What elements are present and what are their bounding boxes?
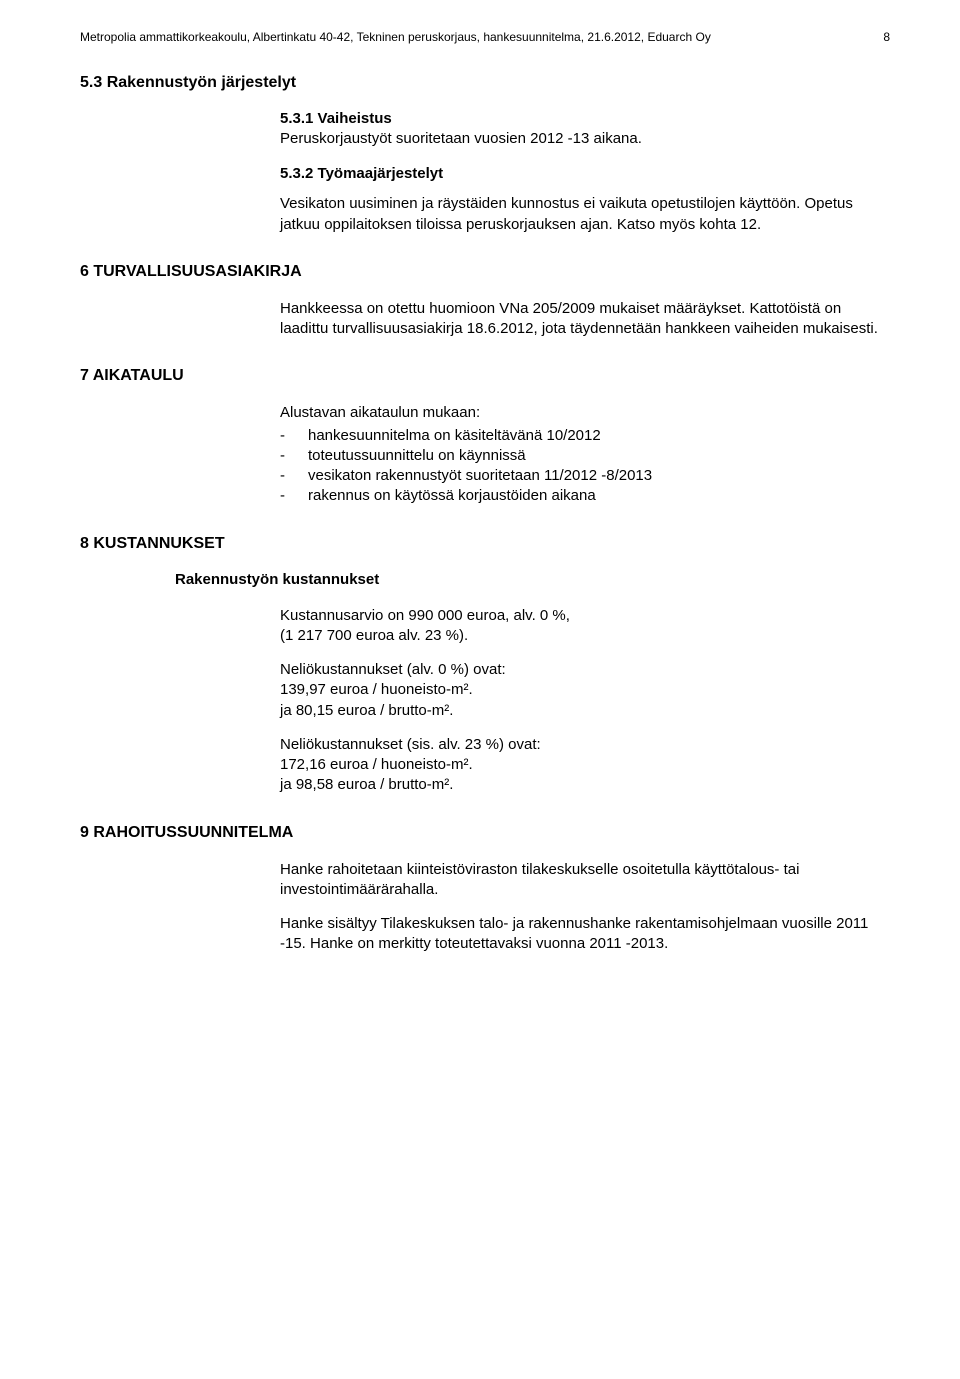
section-6-title: 6 TURVALLISUUSASIAKIRJA — [80, 263, 890, 281]
section-7-body: Alustavan aikataulun mukaan: hankesuunni… — [280, 403, 890, 506]
text: 139,97 euroa / huoneisto-m². — [280, 681, 473, 698]
list-item: vesikaton rakennustyöt suoritetaan 11/20… — [280, 466, 890, 486]
section-9-p2: Hanke sisältyy Tilakeskuksen talo- ja ra… — [280, 914, 890, 955]
section-8-p2: Neliökustannukset (alv. 0 %) ovat: 139,9… — [280, 660, 890, 721]
section-5-3-2-text: Vesikaton uusiminen ja räystäiden kunnos… — [280, 194, 890, 235]
header-text: Metropolia ammattikorkeakoulu, Albertink… — [80, 30, 711, 44]
section-9-title: 9 RAHOITUSSUUNNITELMA — [80, 824, 890, 842]
section-8-subtitle: Rakennustyön kustannukset — [175, 571, 890, 588]
section-5-3-1: 5.3.1 Vaiheistus Peruskorjaustyöt suorit… — [280, 110, 890, 149]
section-9-body: Hanke rahoitetaan kiinteistöviraston til… — [280, 860, 890, 955]
page-number: 8 — [883, 30, 890, 44]
section-7-title: 7 AIKATAULU — [80, 367, 890, 385]
section-5-3-title: 5.3 Rakennustyön järjestelyt — [80, 74, 890, 92]
section-9-p1: Hanke rahoitetaan kiinteistöviraston til… — [280, 860, 890, 901]
section-8-title: 8 KUSTANNUKSET — [80, 535, 890, 553]
text: ja 98,58 euroa / brutto-m². — [280, 776, 453, 793]
text: (1 217 700 euroa alv. 23 %). — [280, 627, 468, 644]
section-5-3-2-title: 5.3.2 Työmaajärjestelyt — [280, 165, 890, 182]
text: ja 80,15 euroa / brutto-m². — [280, 702, 453, 719]
section-7-intro: Alustavan aikataulun mukaan: — [280, 403, 890, 423]
text: Kustannusarvio on 990 000 euroa, alv. 0 … — [280, 607, 570, 624]
section-6-body: Hankkeessa on otettu huomioon VNa 205/20… — [280, 299, 890, 340]
section-5-3-1-text: Peruskorjaustyöt suoritetaan vuosien 201… — [280, 129, 890, 149]
text: Neliökustannukset (alv. 0 %) ovat: — [280, 661, 506, 678]
section-5-3-1-title: 5.3.1 Vaiheistus — [280, 110, 890, 127]
section-8-p1: Kustannusarvio on 990 000 euroa, alv. 0 … — [280, 606, 890, 647]
section-5-3-2: 5.3.2 Työmaajärjestelyt Vesikaton uusimi… — [280, 165, 890, 235]
text: Neliökustannukset (sis. alv. 23 %) ovat: — [280, 736, 541, 753]
text: 172,16 euroa / huoneisto-m². — [280, 756, 473, 773]
section-8-body: Kustannusarvio on 990 000 euroa, alv. 0 … — [280, 606, 890, 796]
list-item: hankesuunnitelma on käsiteltävänä 10/201… — [280, 426, 890, 446]
section-8-p3: Neliökustannukset (sis. alv. 23 %) ovat:… — [280, 735, 890, 796]
document-page: Metropolia ammattikorkeakoulu, Albertink… — [0, 0, 960, 1379]
page-header: Metropolia ammattikorkeakoulu, Albertink… — [80, 30, 890, 44]
list-item: rakennus on käytössä korjaustöiden aikan… — [280, 486, 890, 506]
section-7-list: hankesuunnitelma on käsiteltävänä 10/201… — [280, 426, 890, 507]
section-6-text: Hankkeessa on otettu huomioon VNa 205/20… — [280, 299, 890, 340]
list-item: toteutussuunnittelu on käynnissä — [280, 446, 890, 466]
